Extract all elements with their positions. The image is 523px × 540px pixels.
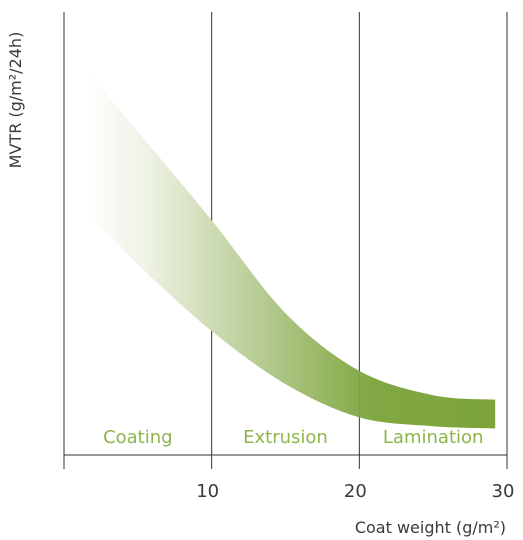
y-axis-title: MVTR (g/m²/24h) (6, 32, 25, 169)
x-tick-label-20: 20 (344, 481, 367, 502)
region-label-extrusion: Extrusion (243, 427, 328, 448)
x-ticks: 10 20 30 (63, 455, 515, 502)
grid-lines (63, 12, 508, 455)
mvtr-band (86, 69, 496, 429)
x-tick-label-30: 30 (492, 481, 515, 502)
region-labels: Coating Extrusion Lamination (103, 427, 483, 448)
x-axis-title: Coat weight (g/m²) (355, 518, 506, 537)
region-label-coating: Coating (103, 427, 173, 448)
region-label-lamination: Lamination (383, 427, 484, 448)
x-tick-label-10: 10 (196, 481, 219, 502)
